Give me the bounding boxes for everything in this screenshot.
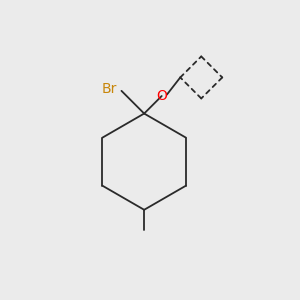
Text: Br: Br bbox=[102, 82, 117, 96]
Text: O: O bbox=[156, 89, 167, 103]
